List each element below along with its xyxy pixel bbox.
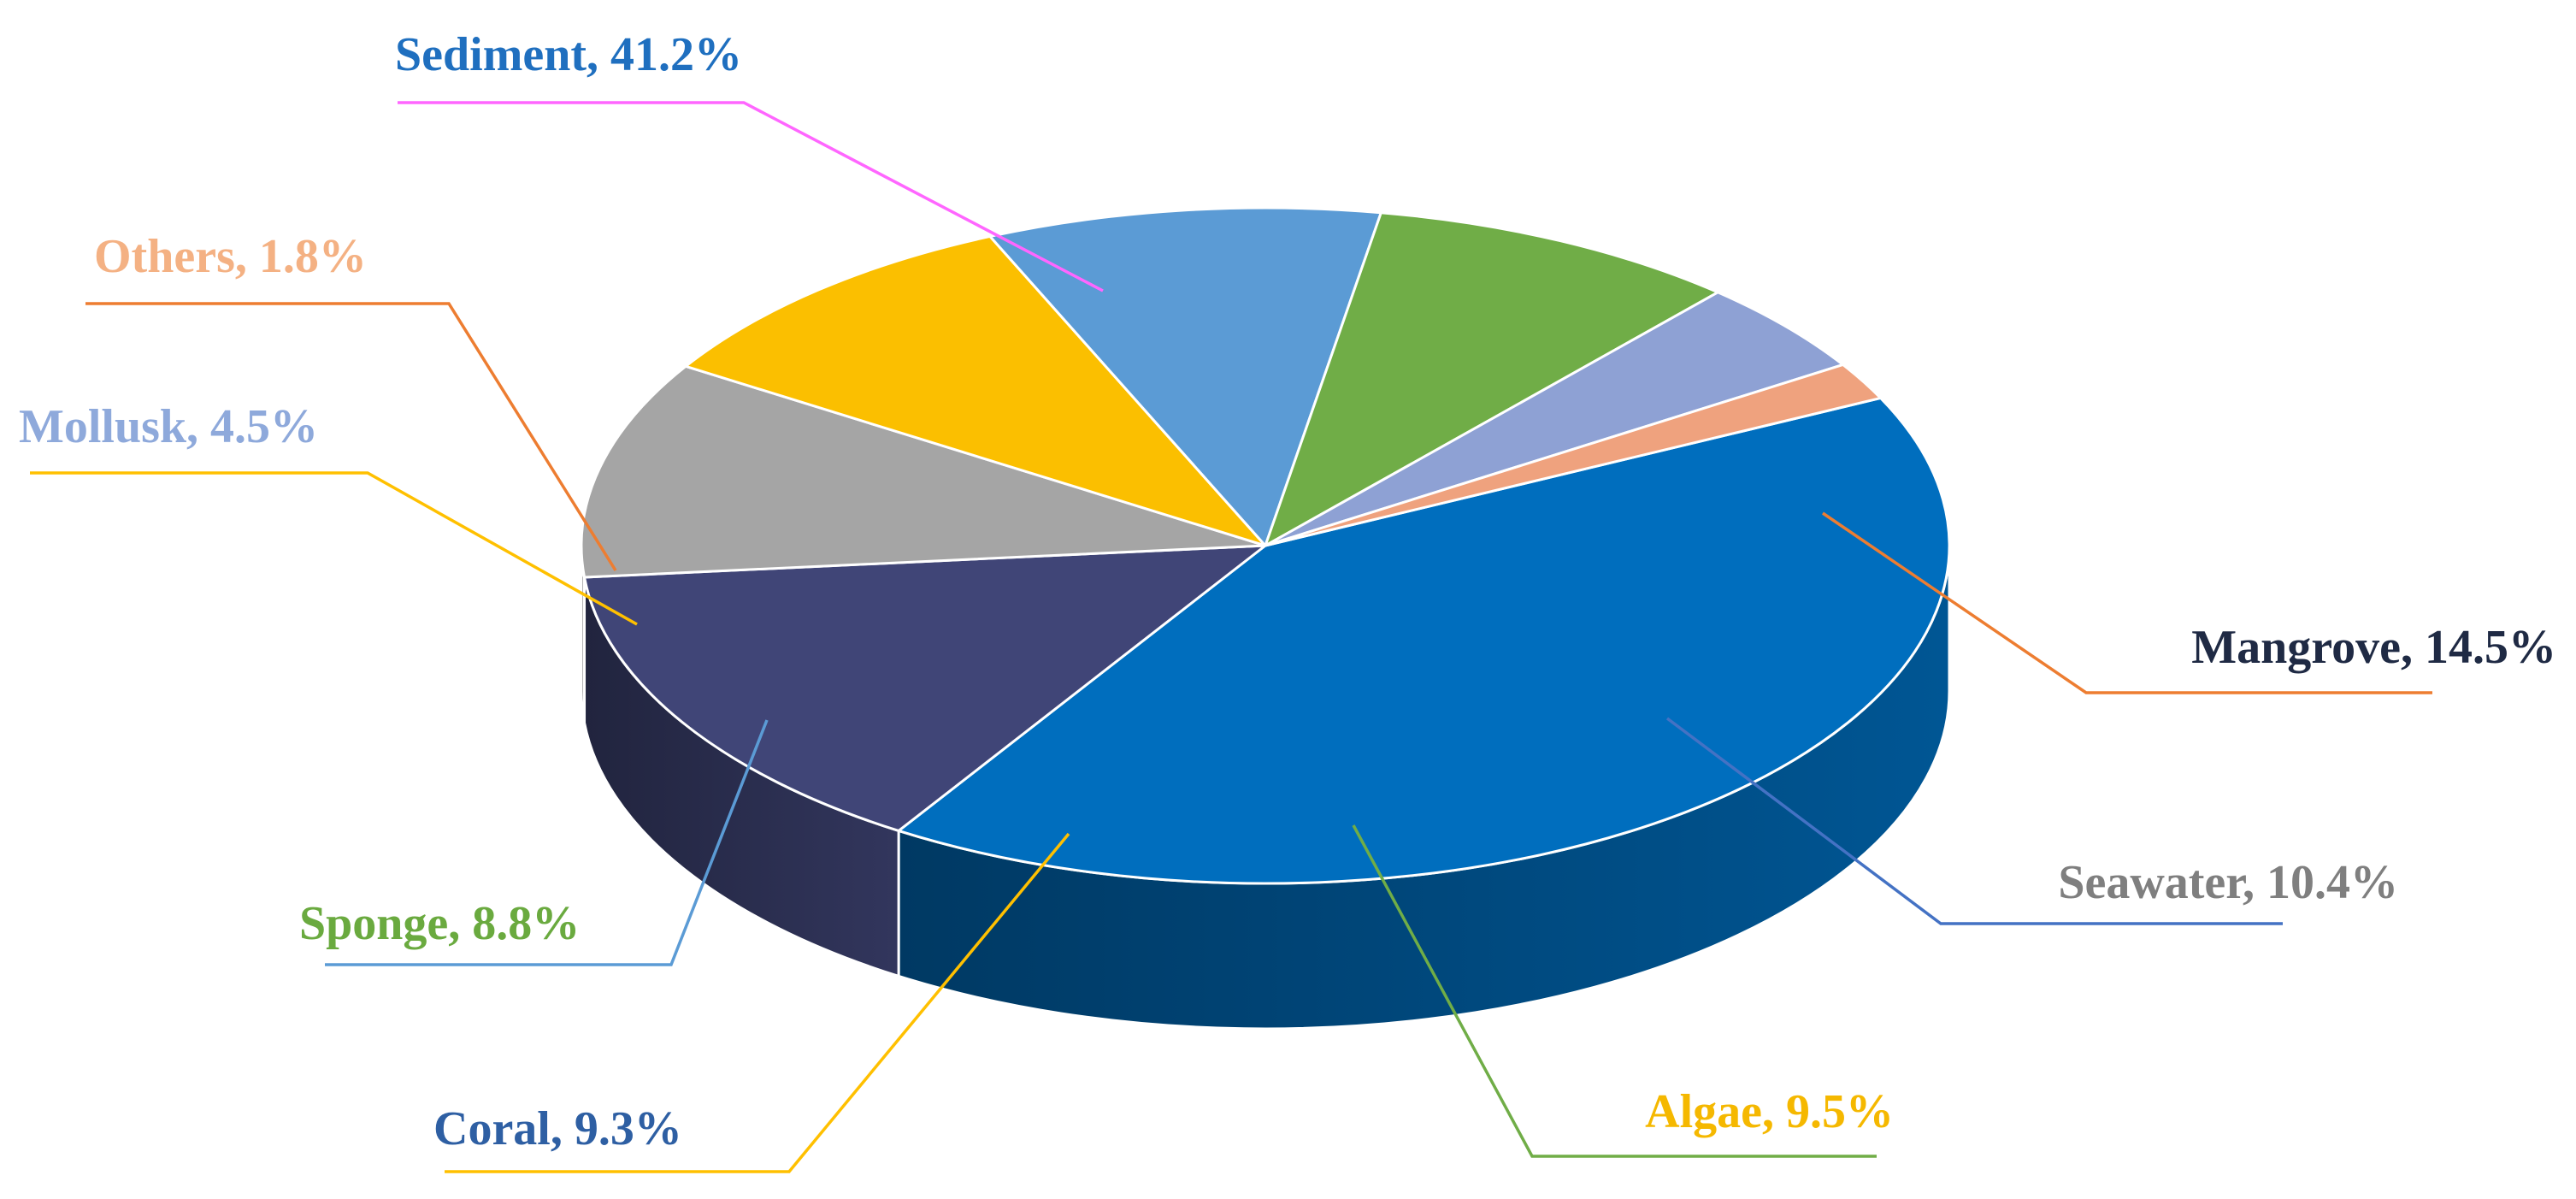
leader-line-seawater (1665, 717, 2283, 925)
data-label-others: Others, 1.8% (94, 230, 367, 283)
slice-others (1264, 363, 1883, 547)
data-label-sponge: Sponge, 8.8% (299, 897, 580, 950)
leader-line-sediment (398, 101, 1104, 292)
data-label-mollusk: Mollusk, 4.5% (19, 400, 318, 453)
slice-mangrove (583, 544, 1267, 832)
data-label-algae: Algae, 9.5% (1645, 1085, 1894, 1138)
slice-coral (988, 206, 1382, 547)
leader-lines (30, 101, 2432, 1173)
slice-sediment (897, 396, 1951, 885)
leader-line-mollusk (30, 471, 638, 626)
slice-mollusk (1264, 291, 1845, 547)
data-labels: Sediment, 41.2% Mangrove, 14.5% Seawater, … (19, 28, 2556, 1155)
leader-line-mangrove (1822, 511, 2432, 694)
leader-line-others (85, 302, 617, 571)
data-label-seawater: Seawater, 10.4% (2058, 856, 2398, 909)
data-label-mangrove: Mangrove, 14.5% (2191, 621, 2556, 674)
leader-line-sponge (325, 719, 769, 966)
leader-line-coral (445, 832, 1070, 1173)
leader-line-algae (1352, 824, 1877, 1158)
data-label-coral: Coral, 9.3% (433, 1102, 682, 1155)
slice-seawater (580, 364, 1267, 579)
pie-tops (580, 206, 1951, 885)
data-label-sediment: Sediment, 41.2% (395, 28, 742, 81)
slice-sponge (1264, 211, 1719, 547)
slice-algae (684, 234, 1267, 547)
